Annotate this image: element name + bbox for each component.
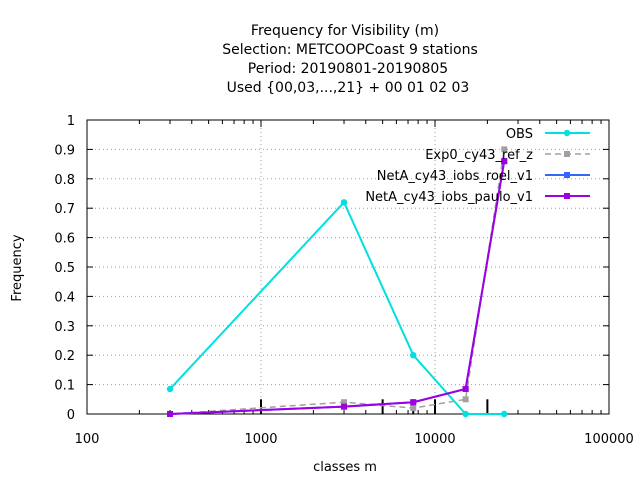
y-tick-label-1: 0.1 [54, 379, 75, 394]
title-line-1: Frequency for Visibility (m) [251, 23, 439, 39]
grid [87, 120, 609, 414]
y-axis-label: Frequency [10, 234, 25, 301]
legend-marker-1 [564, 151, 570, 157]
data-point-0-1 [340, 199, 348, 206]
series-1 [167, 146, 508, 417]
y-tick-label-10: 1 [67, 114, 75, 129]
legend-label-0: OBS [506, 127, 533, 142]
data-point-1-3 [462, 396, 469, 403]
series-line-0 [169, 200, 505, 415]
title-line-4: Used {00,03,...,21} + 00 01 02 03 [227, 80, 470, 96]
legend-label-2: NetA_cy43_iobs_roel_v1 [377, 169, 533, 184]
x-tick-label-2: 10000 [414, 432, 455, 447]
data-point-0-2 [410, 352, 417, 359]
series-0 [166, 199, 508, 418]
x-tick-label-0: 100 [75, 432, 100, 447]
data-point-3-2 [410, 399, 417, 406]
x-axis-ticks: 100 1000 10000 100000 [75, 120, 634, 447]
x-tick-label-3: 100000 [584, 432, 634, 447]
data-point-3-4 [501, 158, 508, 165]
data-point-0-4 [501, 410, 508, 418]
y-axis-ticks: 0 0.1 0.2 0.3 0.4 0.5 0.6 0.7 0.8 0.9 1 [54, 114, 609, 423]
legend-label-1: Exp0_cy43_ref_z [425, 148, 533, 163]
data-point-0-0 [166, 385, 174, 393]
chart-title: Frequency for Visibility (m) Selection: … [222, 23, 478, 96]
data-point-1-2 [410, 405, 417, 412]
y-tick-label-8: 0.8 [54, 173, 75, 188]
x-axis-label: classes m [313, 460, 377, 475]
series-3 [167, 158, 508, 417]
legend-marker-0 [563, 129, 571, 137]
y-tick-label-6: 0.6 [54, 232, 75, 247]
y-tick-label-3: 0.3 [54, 320, 75, 335]
y-tick-label-9: 0.9 [54, 143, 75, 158]
title-line-3: Period: 20190801-20190805 [248, 61, 448, 77]
series-lines [166, 146, 508, 418]
data-point-3-0 [167, 411, 174, 417]
y-tick-label-7: 0.7 [54, 202, 75, 217]
title-line-2: Selection: METCOOPCoast 9 stations [222, 42, 478, 58]
data-point-3-1 [341, 403, 348, 410]
legend-marker-2 [564, 172, 570, 178]
y-tick-label-2: 0.2 [54, 349, 75, 364]
y-tick-label-5: 0.5 [54, 261, 75, 276]
x-tick-label-1: 1000 [244, 432, 277, 447]
legend-label-3: NetA_cy43_iobs_paulo_v1 [365, 190, 533, 205]
y-tick-label-4: 0.4 [54, 290, 75, 305]
legend-marker-3 [564, 193, 570, 199]
data-point-3-3 [462, 386, 469, 393]
data-point-0-3 [462, 410, 469, 418]
data-point-1-4 [501, 146, 508, 153]
data-point-1-1 [341, 399, 348, 406]
y-tick-label-0: 0 [67, 408, 75, 423]
legend: OBS Exp0_cy43_ref_z NetA_cy43_iobs_roel_v1… [365, 127, 590, 205]
